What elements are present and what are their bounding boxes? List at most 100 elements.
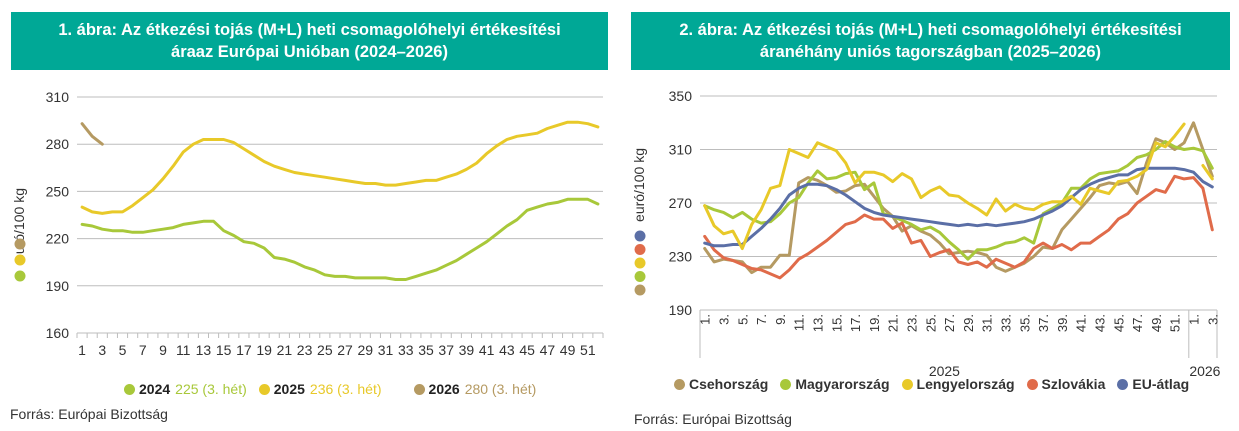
y-tick-label: 250 xyxy=(46,183,70,199)
x-tick-label: 49. xyxy=(1149,314,1164,332)
series-line-2025 xyxy=(80,120,600,215)
series-line-2024 xyxy=(80,197,600,281)
legend-item-Magyarország: Magyarország xyxy=(780,376,890,392)
x-tick-label: 43. xyxy=(1093,314,1108,332)
legend-item-2025: 2025 236 (3. hét) xyxy=(258,381,382,397)
legend-item-2026: 2026 280 (3. hét) xyxy=(413,381,537,397)
x-tick-label: 45. xyxy=(1111,314,1126,332)
y-tick-label: 270 xyxy=(669,195,693,211)
legend-item-Csehország: Csehország xyxy=(674,376,768,392)
y-tick-label: 310 xyxy=(669,142,693,158)
x-tick-label: 37. xyxy=(1036,314,1051,332)
x-tick-label: 43 xyxy=(499,342,515,358)
x-tick-label: 11 xyxy=(176,342,191,358)
y-axis-legend-dot xyxy=(634,244,646,255)
x-tick-label: 9. xyxy=(773,314,788,325)
y-tick-label: 190 xyxy=(669,302,693,318)
x-tick-label: 35 xyxy=(418,342,434,358)
x-tick-label: 15. xyxy=(829,314,844,332)
x-tick-label: 9 xyxy=(159,342,167,358)
y-tick-label: 160 xyxy=(46,325,70,341)
y-tick-label: 280 xyxy=(46,136,70,152)
chart-title-1-line1: 1. ábra: Az étkezési tojás (M+L) heti cs… xyxy=(58,21,561,39)
x-tick-label: 3. xyxy=(1205,314,1220,325)
chart-2-source: Forrás: Európai Bizottság xyxy=(634,411,792,427)
y-axis-label: euró/100 kg xyxy=(11,188,27,262)
x-tick-label: 39. xyxy=(1055,314,1070,332)
y-axis-legend-dot xyxy=(634,230,646,242)
chart-panel-2: 2. ábra: Az étkezési tojás (M+L) heti cs… xyxy=(620,0,1239,431)
legend-year: 2025 xyxy=(273,381,305,397)
y-axis-legend-dot xyxy=(634,271,646,282)
y-axis-legend-dot xyxy=(634,257,646,269)
x-tick-label: 5 xyxy=(119,342,127,358)
x-tick-label: 47. xyxy=(1130,314,1145,332)
legend-dot xyxy=(1117,378,1129,390)
series-line-Magyarország xyxy=(703,140,1214,261)
x-tick-label: 51. xyxy=(1168,314,1183,332)
x-tick-label: 37 xyxy=(438,342,454,358)
x-tick-label: 23. xyxy=(905,314,920,332)
chart-title-2-line1: 2. ábra: Az étkezési tojás (M+L) heti cs… xyxy=(679,21,1182,39)
y-tick-label: 350 xyxy=(669,88,693,104)
x-tick-label: 1 xyxy=(78,342,86,358)
x-tick-label: 33. xyxy=(999,314,1014,332)
chart-2-legend: Csehország Magyarország Lengyelország Szlov… xyxy=(674,376,1201,392)
legend-item-2024: 2024 225 (3. hét) xyxy=(124,381,247,397)
y-axis-legend-dot xyxy=(634,284,646,296)
x-tick-label: 19 xyxy=(256,342,272,358)
x-tick-label: 39 xyxy=(459,342,475,358)
legend-item-EU-átlag: EU-átlag xyxy=(1117,376,1189,392)
x-tick-label: 35. xyxy=(1017,314,1032,332)
x-tick-label: 25. xyxy=(923,314,938,332)
x-tick-label: 17 xyxy=(236,342,252,358)
legend-note: 280 (3. hét) xyxy=(464,381,537,397)
x-tick-label: 45 xyxy=(519,342,535,358)
legend-label: Szlovákia xyxy=(1041,376,1106,392)
x-tick-label: 3 xyxy=(98,342,106,358)
series-line-EU-átlag xyxy=(703,166,1214,248)
chart-title-2-line2: áranéhány uniós tagországban (2025–2026) xyxy=(759,43,1102,61)
chart-panel-1: 1. ábra: Az étkezési tojás (M+L) heti cs… xyxy=(10,12,608,422)
x-tick-label: 41 xyxy=(479,342,495,358)
series-line-2026 xyxy=(80,122,104,146)
legend-dot xyxy=(258,383,270,395)
x-tick-label: 1. xyxy=(698,314,713,325)
x-tick-label: 23 xyxy=(297,342,313,358)
x-tick-label: 31. xyxy=(980,314,995,332)
legend-note: 236 (3. hét) xyxy=(309,381,382,397)
year-label-2026: 2026 xyxy=(1189,363,1220,379)
legend-item-Lengyelország: Lengyelország xyxy=(901,376,1015,392)
legend-dot xyxy=(674,378,685,390)
legend-dot xyxy=(124,383,135,395)
chart-title-1: 1. ábra: Az étkezési tojás (M+L) heti cs… xyxy=(11,12,608,70)
series-line-Lengyelország xyxy=(703,122,1186,250)
legend-dot xyxy=(901,378,913,390)
x-tick-label: 1. xyxy=(1187,314,1202,325)
x-tick-label: 31 xyxy=(378,342,394,358)
x-tick-label: 5. xyxy=(735,314,750,325)
y-axis-legend-dot xyxy=(14,254,26,266)
x-tick-label: 41. xyxy=(1074,314,1089,332)
x-tick-label: 49 xyxy=(560,342,576,358)
chart-title-2: 2. ábra: Az étkezési tojás (M+L) heti cs… xyxy=(631,12,1230,70)
y-axis-legend-dot xyxy=(14,270,26,282)
chart-1-legend: 2024 225 (3. hét) 2025 236 (3. hét) 2026 280 … xyxy=(124,381,548,397)
x-tick-label: 27. xyxy=(942,314,957,332)
x-tick-label: 29 xyxy=(357,342,373,358)
legend-year: 2024 xyxy=(139,381,171,397)
legend-item-Szlovákia: Szlovákia xyxy=(1026,376,1106,392)
chart-title-1-line2: áraaz Európai Unióban (2024–2026) xyxy=(171,43,448,61)
y-tick-label: 190 xyxy=(46,278,70,294)
x-tick-label: 11. xyxy=(792,314,807,331)
x-tick-label: 13 xyxy=(196,342,212,358)
x-tick-label: 25 xyxy=(317,342,333,358)
year-label-2025: 2025 xyxy=(929,363,960,379)
legend-dot xyxy=(780,378,792,390)
x-tick-label: 21. xyxy=(886,314,901,332)
legend-note: 225 (3. hét) xyxy=(175,381,247,397)
x-tick-label: 27 xyxy=(337,342,353,358)
x-tick-label: 3. xyxy=(717,314,732,325)
y-tick-label: 220 xyxy=(46,231,70,247)
